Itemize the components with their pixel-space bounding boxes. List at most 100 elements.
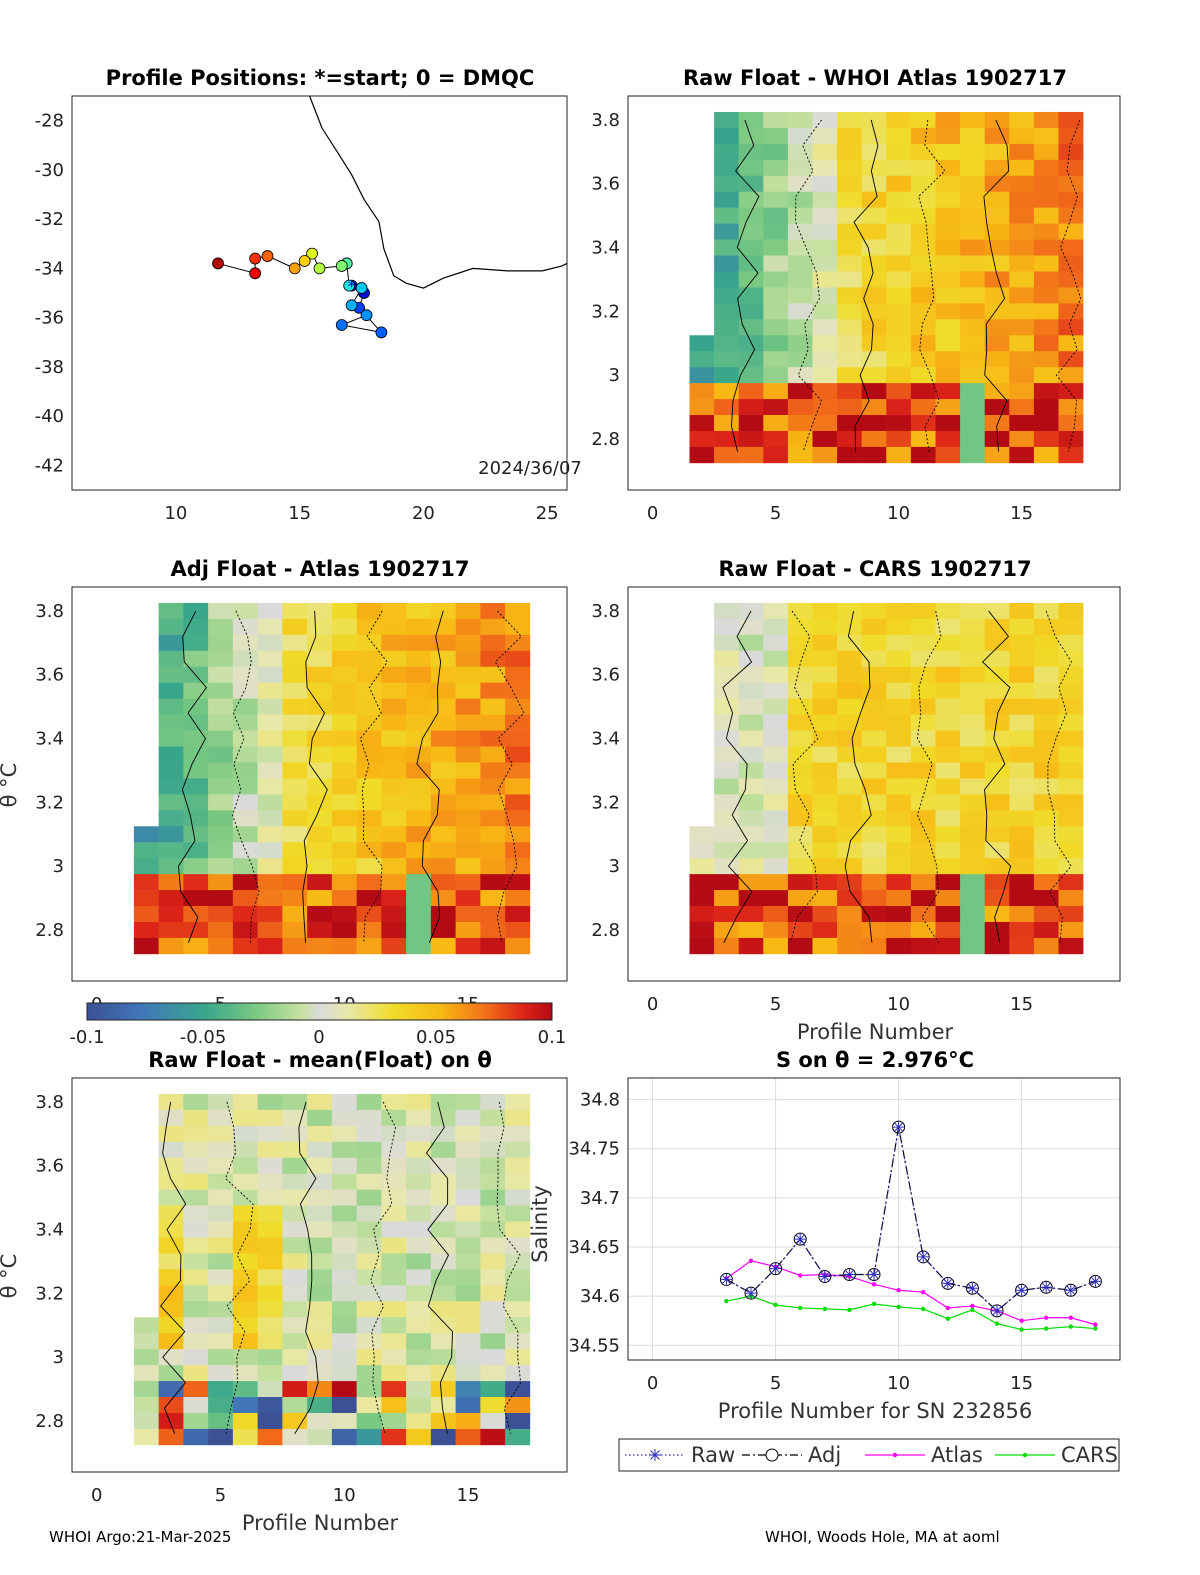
heatmap-cell bbox=[935, 794, 961, 811]
heatmap-cell bbox=[183, 1333, 209, 1350]
heatmap-cell bbox=[257, 1205, 283, 1222]
heatmap-cell bbox=[886, 127, 912, 145]
heatmap-cell bbox=[910, 287, 936, 304]
heatmap-cell bbox=[984, 714, 1010, 731]
heatmap-cell bbox=[331, 858, 357, 875]
heatmap-cell bbox=[158, 730, 184, 747]
heatmap-cell bbox=[1058, 335, 1084, 352]
y-tick-label: -30 bbox=[35, 160, 64, 181]
heatmap-cell bbox=[430, 890, 456, 907]
heatmap-cell bbox=[406, 1109, 432, 1127]
heatmap-cell bbox=[307, 874, 333, 891]
heatmap-cell bbox=[356, 762, 382, 779]
heatmap-cell bbox=[910, 906, 936, 923]
profile-marker bbox=[249, 252, 262, 265]
x-tick-label: 15 bbox=[288, 503, 311, 524]
heatmap-cell bbox=[1033, 399, 1059, 416]
heatmap-cell bbox=[406, 890, 432, 907]
heatmap-cell bbox=[282, 698, 308, 715]
heatmap-cell bbox=[1033, 874, 1059, 891]
heatmap-cell bbox=[406, 1157, 432, 1175]
heatmap-cell bbox=[984, 890, 1010, 907]
heatmap-cell bbox=[455, 1157, 481, 1175]
heatmap-cell bbox=[232, 1205, 258, 1222]
heatmap-cell bbox=[183, 746, 209, 763]
heatmap-cell bbox=[356, 1093, 382, 1111]
heatmap-cell bbox=[307, 730, 333, 747]
heatmap-cell bbox=[886, 111, 912, 129]
heatmap-cell bbox=[455, 762, 481, 779]
heatmap-cell bbox=[861, 937, 887, 955]
heatmap-cell bbox=[183, 1253, 209, 1270]
heatmap-cell bbox=[158, 666, 184, 684]
heatmap-cell bbox=[1009, 762, 1035, 779]
heatmap-cell bbox=[282, 1221, 308, 1238]
heatmap-cell bbox=[787, 794, 813, 811]
heatmap-cell bbox=[837, 921, 862, 939]
heatmap-cell bbox=[257, 1381, 283, 1398]
heatmap-cell bbox=[505, 1301, 531, 1318]
heatmap-cell bbox=[837, 223, 862, 240]
heatmap-cell bbox=[480, 826, 506, 843]
heatmap-cell bbox=[183, 714, 209, 731]
heatmap-cell bbox=[257, 1269, 283, 1286]
heatmap-cell bbox=[1033, 127, 1059, 145]
heatmap-cell bbox=[738, 430, 764, 448]
heatmap-cell bbox=[257, 682, 283, 699]
heatmap-cell bbox=[1009, 650, 1035, 668]
y-tick-label: 3.6 bbox=[35, 665, 64, 686]
heatmap-cell bbox=[430, 666, 456, 684]
raw-mean-title: Raw Float - mean(Float) on θ bbox=[148, 1048, 492, 1072]
heatmap-cell bbox=[763, 319, 789, 336]
heatmap-cell bbox=[1009, 191, 1035, 208]
heatmap-cell bbox=[480, 1428, 506, 1446]
heatmap-cell bbox=[1058, 810, 1084, 827]
heatmap-cell bbox=[381, 1205, 407, 1222]
heatmap-cell bbox=[787, 303, 813, 320]
heatmap-cell bbox=[257, 1237, 283, 1254]
heatmap-cell bbox=[356, 1317, 382, 1334]
adj-atlas-axes bbox=[71, 586, 568, 982]
heatmap-cell bbox=[738, 207, 764, 224]
positions-axes bbox=[71, 95, 568, 491]
heatmap-cell bbox=[837, 714, 862, 731]
heatmap-cell bbox=[763, 271, 789, 288]
heatmap-cell bbox=[331, 1397, 357, 1414]
heatmap-cell bbox=[960, 858, 985, 875]
heatmap-cell bbox=[960, 762, 985, 779]
heatmap-cell bbox=[787, 255, 813, 272]
heatmap-cell bbox=[505, 810, 531, 827]
heatmap-cell bbox=[381, 682, 407, 699]
panel-positions: Profile Positions: *=start; 0 = DMQC *10… bbox=[35, 66, 582, 524]
heatmap-cell bbox=[505, 890, 531, 907]
heatmap-cell bbox=[738, 287, 764, 304]
heatmap-cell bbox=[158, 650, 184, 668]
raw-cars-title: Raw Float - CARS 1902717 bbox=[718, 557, 1031, 581]
profile-marker bbox=[313, 262, 326, 275]
heatmap-cell bbox=[935, 650, 961, 668]
y-tick-label: 3.6 bbox=[591, 174, 620, 195]
heatmap-cell bbox=[714, 175, 739, 193]
heatmap-cell bbox=[910, 399, 936, 416]
heatmap-cell bbox=[455, 1381, 481, 1398]
x-tick-label: 0 bbox=[647, 1373, 658, 1394]
heatmap-cell bbox=[208, 858, 234, 875]
heatmap-cell bbox=[886, 937, 912, 955]
heatmap-cell bbox=[837, 159, 862, 177]
heatmap-cell bbox=[935, 810, 961, 827]
heatmap-cell bbox=[257, 1157, 283, 1175]
y-tick-label: -28 bbox=[35, 111, 64, 132]
heatmap-cell bbox=[812, 762, 838, 779]
heatmap-cell bbox=[837, 399, 862, 416]
heatmap-cell bbox=[763, 810, 789, 827]
heatmap-cell bbox=[381, 1333, 407, 1350]
heatmap-cell bbox=[984, 446, 1010, 464]
heatmap-cell bbox=[331, 937, 357, 955]
heatmap-cell bbox=[307, 1157, 333, 1175]
heatmap-cell bbox=[257, 1221, 283, 1238]
heatmap-cell bbox=[787, 874, 813, 891]
adj-atlas-ylabel: θ °C bbox=[0, 763, 21, 808]
heatmap-cell bbox=[356, 937, 382, 955]
heatmap-cell bbox=[1058, 399, 1084, 416]
heatmap-cell bbox=[480, 650, 506, 668]
